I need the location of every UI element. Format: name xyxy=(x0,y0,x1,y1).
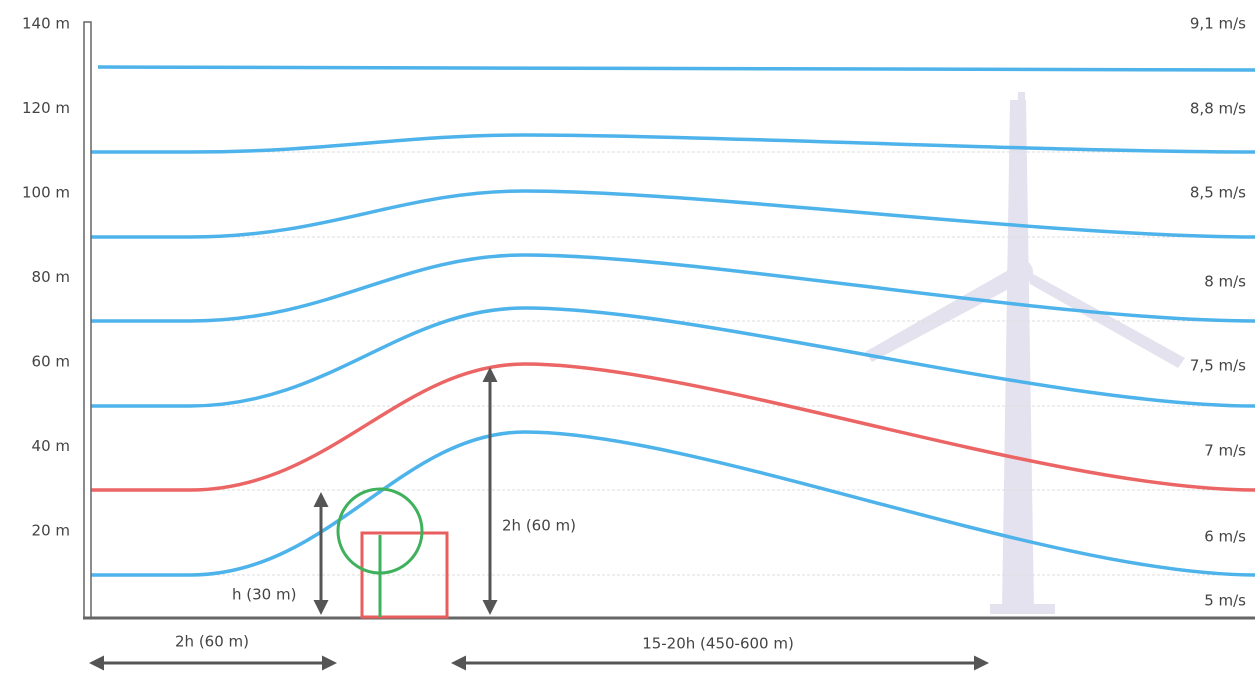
guide-lines xyxy=(92,152,1255,575)
wind-speed-label: 8,5 m/s xyxy=(1190,184,1246,202)
diagram: h (30 m) 2h (60 m) 2h (60 m) 15-20h (450… xyxy=(0,0,1255,673)
y-axis-label: 120 m xyxy=(22,99,70,117)
streamline xyxy=(88,308,1255,406)
wind-speed-label: 8,8 m/s xyxy=(1190,100,1246,118)
y-axis-label: 140 m xyxy=(22,15,70,33)
streamline xyxy=(88,432,1255,575)
y-axis-label: 60 m xyxy=(32,353,70,371)
wind-speed-label: 5 m/s xyxy=(1204,592,1246,610)
wind-speed-label: 8 m/s xyxy=(1204,273,1246,291)
streamline xyxy=(88,135,1255,152)
wind-turbine xyxy=(865,92,1185,614)
wind-speed-labels: 9,1 m/s 8,8 m/s 8,5 m/s 8 m/s 7,5 m/s 7 m/s 6 … xyxy=(1190,15,1246,610)
streamline xyxy=(88,191,1255,237)
wind-speed-label: 7 m/s xyxy=(1204,442,1246,460)
annotation: h (30 m) xyxy=(232,586,296,604)
y-axis-label: 80 m xyxy=(32,268,70,286)
y-axis-label: 20 m xyxy=(32,522,70,540)
wind-speed-label: 9,1 m/s xyxy=(1190,15,1246,33)
annotation: 2h (60 m) xyxy=(175,633,249,651)
y-axis-label: 40 m xyxy=(32,437,70,455)
y-axis-bar xyxy=(84,22,91,618)
annotation: 15-20h (450-600 m) xyxy=(642,635,794,653)
annotation: 2h (60 m) xyxy=(502,517,576,535)
streamline xyxy=(88,255,1255,321)
wind-speed-label: 7,5 m/s xyxy=(1190,357,1246,375)
wind-speed-label: 6 m/s xyxy=(1204,528,1246,546)
streamline xyxy=(98,67,1255,70)
streamline xyxy=(88,364,1255,490)
y-axis-labels: 140 m 120 m 100 m 80 m 60 m 40 m 20 m xyxy=(22,15,70,540)
y-axis-label: 100 m xyxy=(22,184,70,202)
